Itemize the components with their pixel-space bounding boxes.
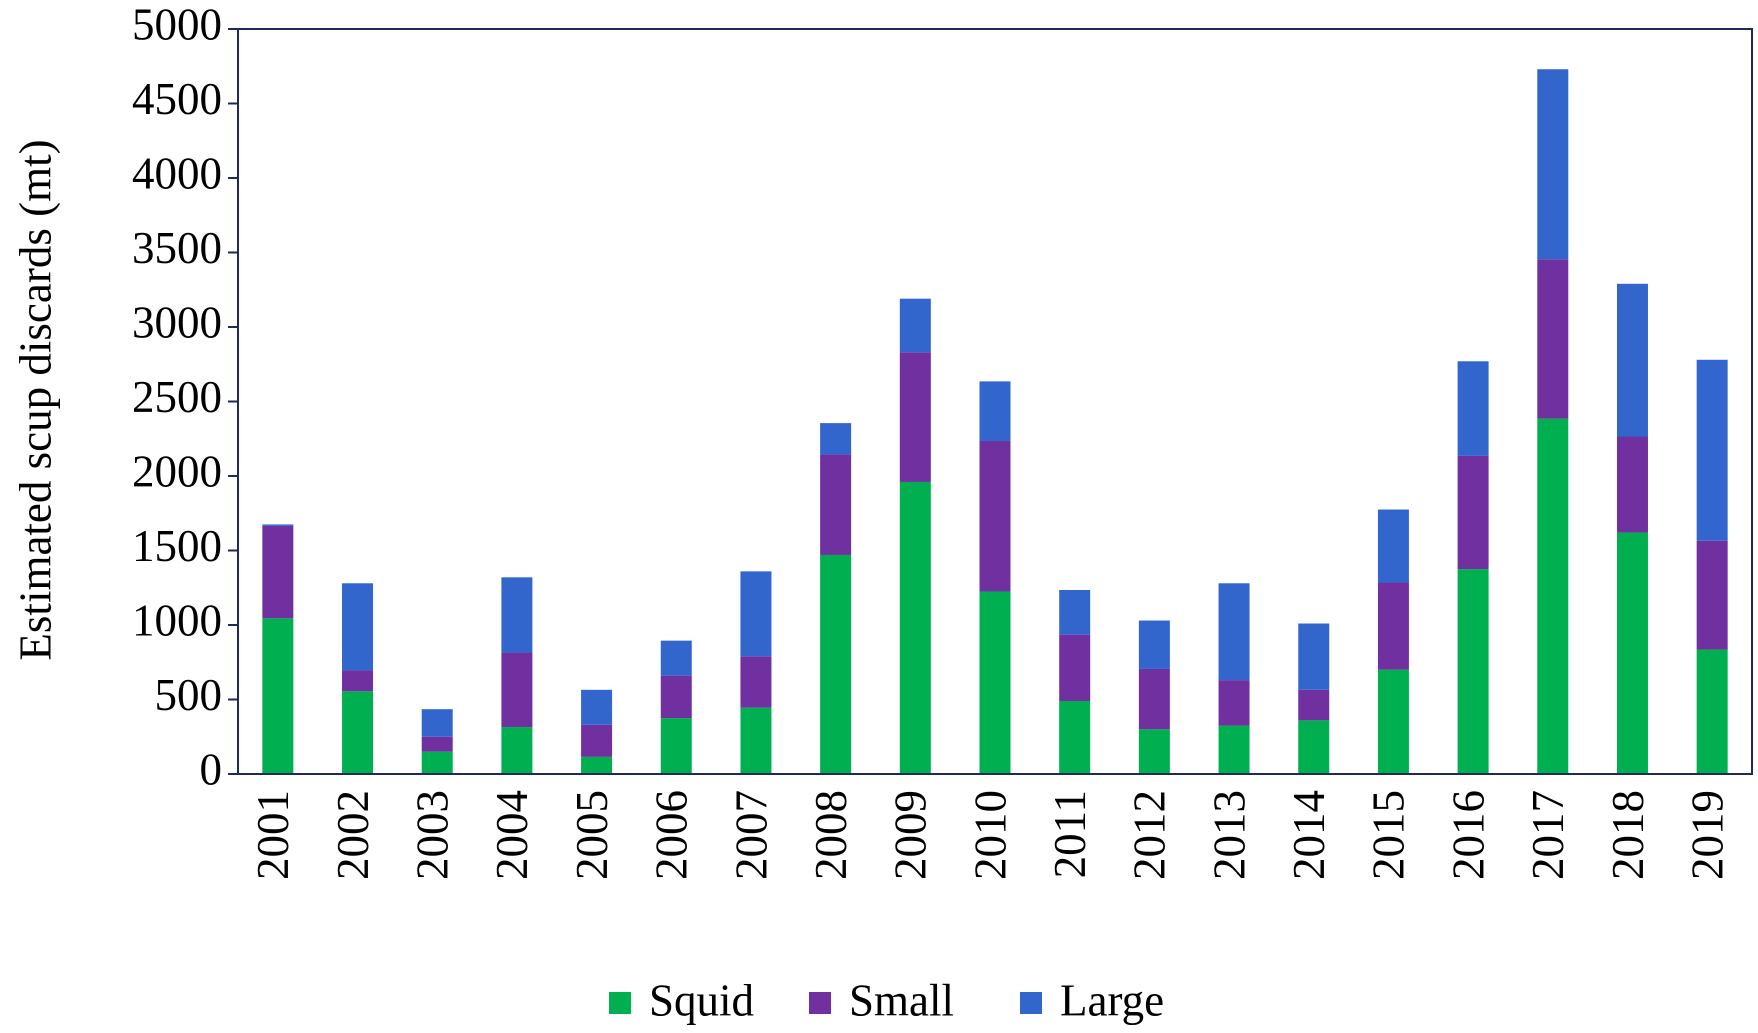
bar-segment <box>660 640 692 676</box>
x-tick-label: 2005 <box>567 790 617 880</box>
bar-segment <box>421 709 453 737</box>
bar-segment <box>1537 418 1569 774</box>
bar-segment <box>740 656 772 708</box>
y-tick-label: 3000 <box>132 297 222 347</box>
bar-segment <box>1218 680 1250 726</box>
bar-segment <box>1616 436 1648 533</box>
bar-segment <box>501 652 533 728</box>
bar-segment <box>581 689 613 725</box>
bar-segment <box>1696 649 1728 774</box>
x-tick-label: 2001 <box>248 790 298 880</box>
x-tick-label: 2002 <box>328 790 378 880</box>
bar-segment <box>1457 569 1489 774</box>
bar-segment <box>899 298 931 353</box>
bar-segment <box>262 525 294 619</box>
y-tick-label: 4500 <box>132 74 222 124</box>
legend-swatch <box>609 992 631 1014</box>
x-tick-label: 2007 <box>726 790 776 880</box>
bar-segment <box>899 352 931 482</box>
bar-segment <box>1138 620 1170 669</box>
bar-segment <box>1377 582 1409 670</box>
y-tick-label: 1000 <box>132 595 222 645</box>
y-tick-label: 1500 <box>132 521 222 571</box>
x-tick-label: 2015 <box>1364 790 1414 880</box>
y-tick-label: 2500 <box>132 372 222 422</box>
bar-segment <box>1457 455 1489 570</box>
bar-segment <box>501 727 533 774</box>
bar-segment <box>1457 361 1489 456</box>
bar-segment <box>899 481 931 774</box>
bar-segment <box>979 440 1011 592</box>
bar-segment <box>820 454 852 555</box>
bar-segment <box>1537 69 1569 260</box>
x-tick-label: 2017 <box>1523 790 1573 880</box>
bar-segment <box>262 618 294 774</box>
bar-segment <box>820 554 852 774</box>
legend-swatch <box>1020 992 1042 1014</box>
y-tick-label: 500 <box>155 670 223 720</box>
bar-segment <box>820 423 852 455</box>
legend-label: Large <box>1060 975 1164 1025</box>
x-tick-label: 2012 <box>1125 790 1175 880</box>
bar-segment <box>1616 283 1648 437</box>
x-tick-label: 2019 <box>1682 790 1732 880</box>
bar-segment <box>979 591 1011 774</box>
bar-segment <box>660 675 692 719</box>
x-tick-label: 2011 <box>1045 790 1095 878</box>
x-tick-label: 2010 <box>965 790 1015 880</box>
bar-segment <box>342 583 374 671</box>
x-tick-label: 2008 <box>806 790 856 880</box>
x-tick-label: 2004 <box>487 790 537 880</box>
y-tick-label: 2000 <box>132 446 222 496</box>
y-tick-label: 0 <box>200 744 223 794</box>
bar-segment <box>581 756 613 774</box>
bar-segment <box>1377 669 1409 774</box>
bar-segment <box>740 707 772 774</box>
bar-segment <box>581 724 613 757</box>
y-axis-label: Estimated scup discards (mt) <box>10 139 60 660</box>
x-tick-label: 2013 <box>1204 790 1254 880</box>
bar-segment <box>1138 729 1170 774</box>
legend-swatch <box>809 992 831 1014</box>
bar-segment <box>342 670 374 692</box>
bar-segment <box>1059 589 1091 635</box>
bar-segment <box>1298 720 1330 774</box>
bar-segment <box>1537 259 1569 419</box>
bar-segment <box>660 718 692 774</box>
x-tick-label: 2014 <box>1284 790 1334 880</box>
bar-segment <box>1696 359 1728 541</box>
bar-segment <box>1218 583 1250 681</box>
y-tick-label: 5000 <box>132 0 222 49</box>
legend-label: Squid <box>649 975 754 1025</box>
x-tick-label: 2003 <box>408 790 458 880</box>
plot-frame <box>237 28 1753 775</box>
bar-segment <box>501 577 533 653</box>
bar-segment <box>979 381 1011 441</box>
bar-segment <box>421 751 453 774</box>
x-tick-label: 2016 <box>1443 790 1493 880</box>
bar-segment <box>342 691 374 774</box>
x-tick-label: 2006 <box>647 790 697 880</box>
bar-segment <box>1298 689 1330 721</box>
bar-segment <box>262 524 294 526</box>
bar-segment <box>1377 509 1409 583</box>
bar-segment <box>1138 668 1170 730</box>
bar-segment <box>1298 623 1330 690</box>
y-tick-label: 4000 <box>132 148 222 198</box>
bar-segment <box>1696 540 1728 650</box>
x-tick-label: 2018 <box>1603 790 1653 880</box>
y-tick-label: 3500 <box>132 223 222 273</box>
x-tick-label: 2009 <box>886 790 936 880</box>
legend-label: Small <box>849 975 954 1025</box>
bar-segment <box>740 571 772 657</box>
bar-segment <box>1616 532 1648 774</box>
bar-segment <box>1218 725 1250 774</box>
bar-segment <box>1059 700 1091 774</box>
bar-segment <box>421 736 453 752</box>
bar-segment <box>1059 634 1091 701</box>
